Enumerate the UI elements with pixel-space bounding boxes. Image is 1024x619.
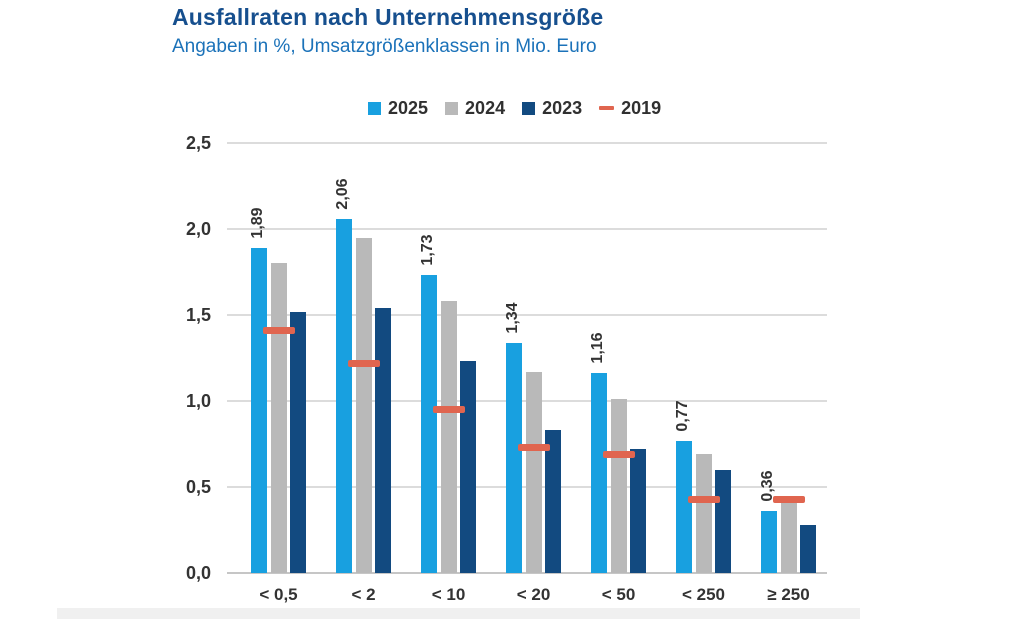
bar-2023 [630, 449, 646, 573]
gridline [227, 314, 827, 316]
x-axis-category-label: < 50 [601, 585, 636, 604]
bar-2024 [695, 454, 712, 573]
bar-2023 [375, 308, 391, 573]
bar-2023 [290, 311, 306, 573]
bar-2025 [591, 373, 607, 573]
bar-2023 [715, 469, 731, 573]
bar-2023 [460, 361, 476, 573]
y-axis-tick-label: 0,5 [185, 477, 211, 497]
gridline [227, 228, 827, 230]
bar-2025 [421, 275, 437, 573]
y-axis-tick-label: 1,5 [185, 305, 211, 325]
bar-2025 [676, 440, 692, 573]
legend-item-2023: 2023 [522, 98, 582, 119]
benchmark-dash-2019 [687, 495, 720, 503]
bar-value-label: 0,77 [673, 399, 691, 432]
chart-title: Ausfallraten nach Unternehmensgröße [172, 4, 604, 30]
y-axis-tick-label: 1,0 [185, 391, 211, 411]
bar-value-label: 1,16 [588, 332, 606, 365]
y-axis-tick-label: 2,5 [185, 133, 211, 153]
bar-2025 [251, 247, 267, 573]
page-bottom-edge [57, 608, 860, 619]
x-axis-baseline [227, 572, 827, 574]
bar-2025 [761, 511, 777, 573]
legend-dash-marker [599, 106, 615, 110]
gridline [227, 142, 827, 144]
x-axis-category-label: < 250 [681, 585, 725, 604]
chart-subtitle: Angaben in %, Umsatzgrößenklassen in Mio… [172, 36, 597, 57]
x-axis-category-label: < 10 [431, 585, 466, 604]
x-axis-category-label: < 2 [351, 585, 376, 604]
legend-label: 2019 [621, 97, 662, 118]
legend-item-2019: 2019 [599, 98, 661, 119]
bar-value-label: 1,89 [248, 207, 266, 239]
bar-2024 [610, 399, 627, 573]
bar-2024 [780, 500, 797, 573]
legend-label: 2023 [542, 97, 583, 118]
legend-square-marker [368, 101, 381, 115]
x-axis-category-label: ≥ 250 [767, 585, 810, 604]
benchmark-dash-2019 [347, 359, 380, 367]
bar-2023 [545, 430, 561, 573]
bar-value-label: 2,06 [333, 178, 351, 210]
x-axis-category-label: < 0,5 [259, 585, 298, 604]
legend-item-2024: 2024 [445, 98, 505, 119]
bar-value-label: 1,73 [418, 234, 436, 267]
legend-label: 2025 [388, 97, 429, 118]
benchmark-dash-2019 [517, 443, 550, 451]
bar-2025 [336, 218, 352, 573]
bar-2023 [800, 524, 816, 573]
y-axis-tick-label: 2,0 [185, 219, 211, 239]
y-axis-tick-label: 0,0 [185, 563, 211, 583]
benchmark-dash-2019 [262, 326, 295, 334]
benchmark-dash-2019 [432, 406, 465, 414]
benchmark-dash-2019 [602, 450, 635, 458]
legend-square-marker [445, 101, 459, 115]
bar-2024 [355, 237, 372, 573]
bar-2024 [525, 371, 542, 573]
bar-value-label: 1,34 [503, 301, 521, 334]
x-axis-category-label: < 20 [516, 585, 551, 604]
legend-item-2025: 2025 [368, 98, 428, 119]
bar-2024 [440, 301, 457, 573]
legend-label: 2024 [465, 97, 506, 118]
bar-2024 [270, 263, 287, 573]
bar-value-label: 0,36 [758, 470, 776, 502]
bar-2025 [506, 342, 522, 573]
legend-square-marker [522, 101, 536, 115]
chart-legend: 2025 2024 2023 2019 [368, 96, 661, 120]
benchmark-dash-2019 [772, 495, 805, 503]
